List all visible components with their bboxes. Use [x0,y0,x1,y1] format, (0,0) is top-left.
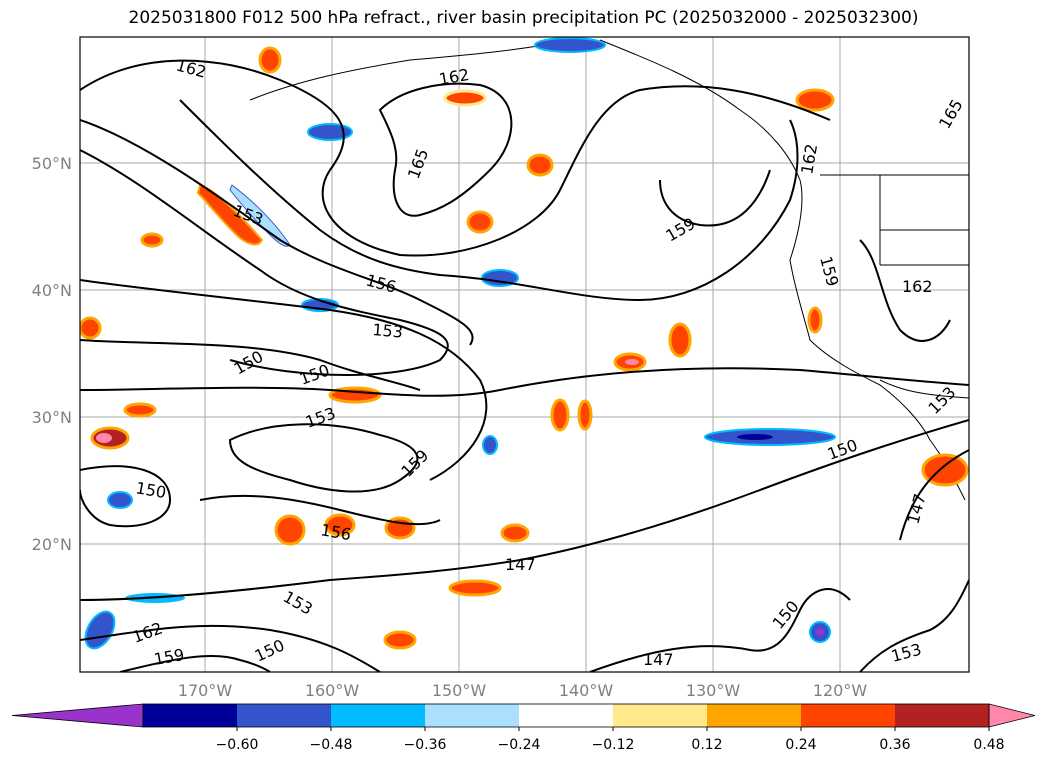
contour-label: 150 [231,347,267,379]
lon-tick-label: 160°W [305,681,360,700]
lon-tick-label: 130°W [686,681,741,700]
colorbar-segment [895,704,990,727]
contour-label: 153 [372,320,404,342]
colorbar-segment [331,704,426,727]
contour-label: 162 [797,142,821,175]
lat-tick-label: 20°N [32,535,72,554]
contour-label: 153 [280,587,316,619]
colorbar-segment [425,704,520,727]
contour-label: 165 [404,146,432,181]
colorbar-tick-label: 0.48 [973,737,1004,753]
lon-tick-label: 120°W [813,681,868,700]
contour-label: 159 [816,254,842,288]
contour-label: 162 [437,65,470,89]
contour-labels: 162 162 165 165 162 159 153 156 153 159 … [130,56,967,669]
colorbar-segment [519,704,614,727]
colorbar-tick-label: −0.60 [216,737,259,753]
colorbar-segment [613,704,708,727]
colorbar-segment [707,704,802,727]
colorbar-outline [142,703,990,728]
map-frame [79,36,970,673]
height-contours [80,59,969,672]
colorbar-tick-label: −0.12 [592,737,635,753]
contour-label: 150 [134,478,167,502]
contour-label: 147 [505,555,536,574]
contour-label: 159 [663,214,699,246]
contour-label: 159 [397,446,432,481]
lat-axis: 50°N 40°N 30°N 20°N [32,154,72,554]
colorbar-tick-label: −0.36 [404,737,447,753]
lat-tick-label: 50°N [32,154,72,173]
contour-label: 165 [935,96,967,132]
colorbar-tick-label: 0.36 [879,737,910,753]
lon-tick-label: 150°W [432,681,487,700]
colorbar-tick-label: 0.24 [785,737,816,753]
contour-label: 162 [174,56,208,82]
contour-label: 159 [152,645,185,669]
map-title: 2025031800 F012 500 hPa refract., river … [128,8,919,28]
colorbar-tick-label: 0.12 [691,737,722,753]
colorbar [11,703,1036,728]
colorbar-segment [237,704,332,727]
lon-tick-label: 140°W [559,681,614,700]
contour-label: 162 [130,618,165,646]
lon-axis: 170°W 160°W 150°W 140°W 130°W 120°W [178,681,868,700]
lon-tick-label: 170°W [178,681,233,700]
colorbar-tick-labels: −0.60 −0.48 −0.36 −0.24 −0.12 0.12 0.24 0.36 0.4… [216,727,1005,753]
contour-label: 153 [303,403,338,431]
contour-label: 147 [643,650,674,669]
contour-label: 162 [902,277,933,296]
contour-label: 150 [297,360,332,388]
contour-label: 150 [252,635,288,665]
coastline [249,39,969,501]
colorbar-segment [801,704,896,727]
contour-label: 156 [364,271,398,297]
map-plot-area: 162 162 165 165 162 159 153 156 153 159 … [80,37,969,672]
precip-field [80,37,969,650]
contour-label: 156 [319,520,352,544]
contour-label: 147 [904,492,930,526]
colorbar-segment [143,704,238,727]
colorbar-tick-label: −0.48 [310,737,353,753]
colorbar-tick-label: −0.24 [498,737,541,753]
contour-label: 150 [769,597,803,633]
graticule [80,37,969,672]
lat-tick-label: 40°N [32,281,72,300]
contour-label: 153 [889,640,923,666]
colorbar-extend-low [11,703,144,728]
lat-tick-label: 30°N [32,408,72,427]
contour-label: 153 [924,383,959,418]
colorbar-extend-high [988,703,1036,728]
